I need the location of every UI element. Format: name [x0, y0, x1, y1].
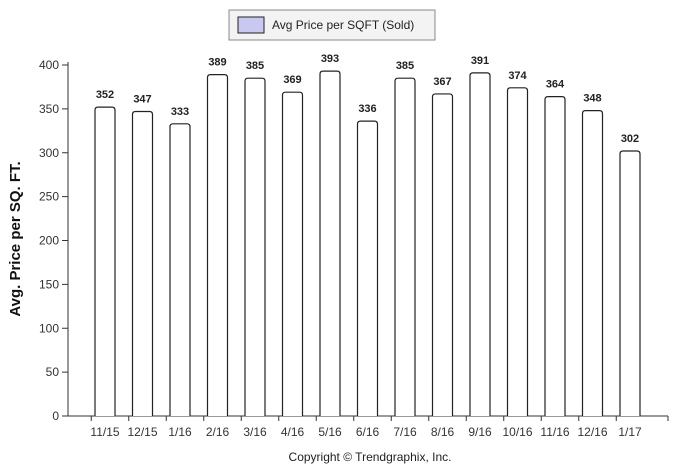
bar	[206, 74, 229, 416]
data-label: 333	[171, 106, 189, 118]
bar	[131, 110, 154, 416]
bar	[319, 70, 341, 416]
x-tick-label: 6/16	[356, 425, 380, 439]
x-tick-label: 9/16	[468, 425, 492, 439]
legend-swatch	[237, 16, 265, 34]
x-tick-label: 7/16	[393, 425, 417, 439]
data-label: 347	[133, 94, 151, 106]
y-tick-label: 100	[39, 321, 59, 335]
y-tick-label: 250	[39, 190, 59, 204]
data-label: 385	[396, 60, 414, 72]
bar	[394, 77, 416, 416]
data-label: 369	[283, 74, 301, 86]
y-tick-label: 200	[39, 234, 59, 248]
data-label: 374	[508, 70, 527, 82]
bar	[581, 110, 604, 416]
x-tick-label: 4/16	[281, 425, 305, 439]
x-tick-label: 1/17	[618, 425, 642, 439]
bar	[94, 106, 116, 416]
y-tick-label: 350	[39, 102, 59, 116]
x-tick-label: 10/16	[502, 425, 532, 439]
bar	[281, 91, 304, 416]
y-tick-label: 0	[52, 409, 59, 423]
legend: Avg Price per SQFT (Sold)	[228, 9, 436, 41]
data-label: 302	[621, 133, 639, 145]
copyright-text: Copyright © Trendgraphix, Inc.	[289, 450, 452, 464]
y-tick-label: 300	[39, 146, 59, 160]
data-label: 364	[546, 79, 565, 91]
data-label: 367	[433, 76, 451, 88]
bar	[244, 77, 266, 416]
legend-label: Avg Price per SQFT (Sold)	[272, 18, 414, 32]
bars	[94, 70, 641, 416]
x-tick-label: 1/16	[168, 425, 192, 439]
axes: 0 50 100 150 200 250 300 350 400 11/15 12/15 1/16 2/…	[39, 58, 669, 439]
data-label: 389	[208, 57, 226, 69]
data-label: 336	[358, 103, 376, 115]
bar	[469, 72, 491, 416]
x-tick-label: 11/15	[90, 425, 119, 439]
bar	[544, 95, 566, 416]
x-tick-label: 12/16	[577, 425, 607, 439]
x-tick-label: 11/16	[540, 425, 569, 439]
x-tick-label: 12/15	[127, 425, 157, 439]
bar	[506, 87, 529, 416]
bar	[619, 150, 641, 416]
bar	[356, 120, 379, 416]
x-tick-label: 5/16	[318, 425, 342, 439]
y-axis-label: Avg. Price per SQ. FT.	[7, 161, 24, 316]
data-labels: 352 347 333 389 385 369 393 336 385 367 391 374 364 3…	[96, 53, 639, 145]
x-tick-label: 3/16	[243, 425, 267, 439]
data-label: 348	[583, 93, 601, 105]
y-tick-label: 50	[46, 365, 60, 379]
data-label: 385	[246, 60, 264, 72]
data-label: 352	[96, 89, 114, 101]
x-tick-label: 8/16	[431, 425, 455, 439]
data-label: 393	[321, 53, 339, 65]
y-tick-label: 150	[39, 277, 59, 291]
bar	[431, 93, 454, 416]
y-tick-label: 400	[39, 58, 59, 72]
x-tick-label: 2/16	[206, 425, 230, 439]
bar	[169, 123, 191, 416]
data-label: 391	[471, 55, 489, 67]
